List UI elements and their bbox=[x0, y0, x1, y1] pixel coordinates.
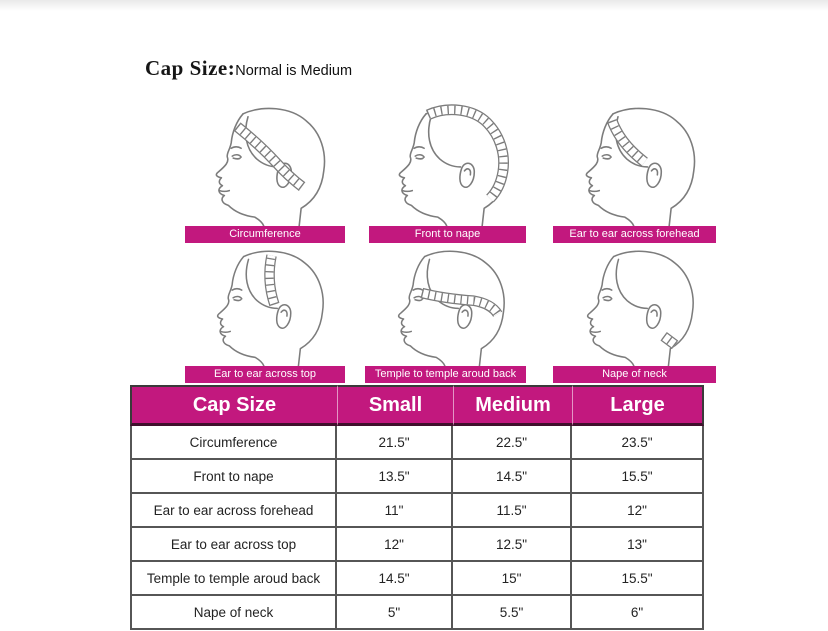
measurement-label: Temple to temple aroud back bbox=[365, 366, 526, 383]
head-profile-illustration bbox=[398, 102, 526, 226]
size-value-cell: 12" bbox=[572, 494, 704, 528]
page-title: Cap Size:Normal is Medium bbox=[145, 46, 352, 83]
size-value-cell: 11.5" bbox=[453, 494, 572, 528]
size-value-cell: 5.5" bbox=[453, 596, 572, 630]
table-row: Ear to ear across forehead 11" 11.5" 12" bbox=[130, 494, 704, 528]
measurement-label: Ear to ear across forehead bbox=[553, 226, 716, 243]
measurement-figure-ear-to-ear-top: Ear to ear across top bbox=[185, 245, 345, 383]
header-medium: Medium bbox=[453, 385, 572, 426]
table-row: Temple to temple aroud back 14.5" 15" 15… bbox=[130, 562, 704, 596]
size-value-cell: 11" bbox=[337, 494, 453, 528]
measurement-label: Ear to ear across top bbox=[185, 366, 345, 383]
size-value-cell: 12.5" bbox=[453, 528, 572, 562]
measurement-figure-ear-to-ear-forehead: Ear to ear across forehead bbox=[553, 102, 716, 243]
size-table-header-row: Cap Size Small Medium Large bbox=[130, 385, 704, 426]
header-cap-size: Cap Size bbox=[130, 385, 337, 426]
table-row: Ear to ear across top 12" 12.5" 13" bbox=[130, 528, 704, 562]
measurement-name-cell: Temple to temple aroud back bbox=[130, 562, 337, 596]
measurement-name-cell: Circumference bbox=[130, 426, 337, 460]
size-value-cell: 5" bbox=[337, 596, 453, 630]
title-subtitle: Normal is Medium bbox=[235, 63, 353, 79]
table-row: Nape of neck 5" 5.5" 6" bbox=[130, 596, 704, 630]
page-top-fade bbox=[0, 0, 828, 11]
size-value-cell: 6" bbox=[572, 596, 704, 630]
header-small: Small bbox=[337, 385, 453, 426]
size-value-cell: 23.5" bbox=[572, 426, 704, 460]
header-large: Large bbox=[572, 385, 704, 426]
measurement-name-cell: Ear to ear across top bbox=[130, 528, 337, 562]
size-value-cell: 14.5" bbox=[453, 460, 572, 494]
measurement-figure-temple-to-temple: Temple to temple aroud back bbox=[365, 245, 526, 383]
head-profile-illustration bbox=[585, 107, 696, 226]
size-value-cell: 15.5" bbox=[572, 562, 704, 596]
measurement-figure-front-to-nape: Front to nape bbox=[369, 102, 526, 243]
measurement-label: Nape of neck bbox=[553, 366, 716, 383]
head-profile-illustration bbox=[586, 250, 694, 366]
size-value-cell: 14.5" bbox=[337, 562, 453, 596]
size-value-cell: 13.5" bbox=[337, 460, 453, 494]
size-value-cell: 15" bbox=[453, 562, 572, 596]
measurement-figure-circumference: Circumference bbox=[185, 102, 345, 243]
measurement-figure-nape-of-neck: Nape of neck bbox=[553, 245, 716, 383]
measurement-name-cell: Ear to ear across forehead bbox=[130, 494, 337, 528]
size-value-cell: 22.5" bbox=[453, 426, 572, 460]
size-value-cell: 15.5" bbox=[572, 460, 704, 494]
size-value-cell: 21.5" bbox=[337, 426, 453, 460]
measurement-name-cell: Nape of neck bbox=[130, 596, 337, 630]
size-value-cell: 13" bbox=[572, 528, 704, 562]
head-profile-illustration bbox=[397, 250, 505, 366]
measurement-label: Circumference bbox=[185, 226, 345, 243]
size-value-cell: 12" bbox=[337, 528, 453, 562]
size-table: Cap Size Small Medium Large Circumferenc… bbox=[130, 385, 704, 630]
table-row: Front to nape 13.5" 14.5" 15.5" bbox=[130, 460, 704, 494]
title-cap-size: Cap Size: bbox=[145, 56, 236, 80]
table-row: Circumference 21.5" 22.5" 23.5" bbox=[130, 426, 704, 460]
measurement-label: Front to nape bbox=[369, 226, 526, 243]
measurement-name-cell: Front to nape bbox=[130, 460, 337, 494]
head-profile-illustration bbox=[215, 107, 326, 226]
head-profile-illustration bbox=[217, 245, 325, 366]
